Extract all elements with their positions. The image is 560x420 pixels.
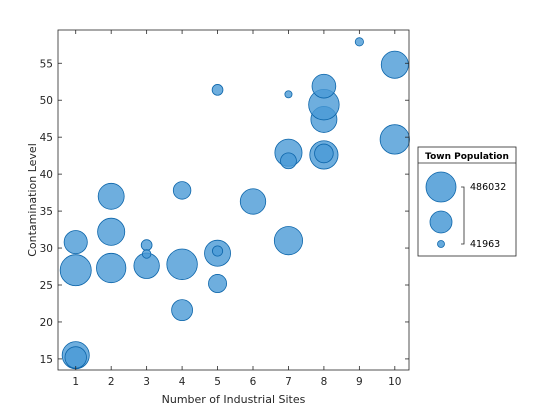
y-tick-label: 50 [40,95,53,107]
x-tick-label: 4 [179,376,186,388]
bubble-point-10 [141,249,152,259]
bubble-point-2 [64,346,87,369]
bubble-point-12 [171,299,193,322]
bubble-point-22 [284,90,293,99]
bubble-point-9 [140,239,153,251]
y-tick-label: 20 [40,317,53,329]
bubble-point-21 [280,152,297,170]
x-tick-label: 8 [321,376,328,388]
bubble-point-18 [239,188,267,215]
y-tick-label: 30 [40,243,53,255]
x-tick-label: 7 [285,376,292,388]
x-tick-label: 9 [356,376,363,388]
bubble-point-11 [166,248,198,280]
bubble-point-16 [208,274,228,293]
legend-max-label: 486032 [470,182,506,193]
x-axis-label: Number of Industrial Sites [162,393,306,406]
legend-bracket [461,186,465,245]
x-tick-label: 6 [250,376,257,388]
x-tick-label: 10 [388,376,401,388]
bubble-point-24 [314,143,334,164]
legend-bubble-small [437,240,445,248]
x-tick-label: 5 [214,376,221,388]
legend-min-label: 41963 [470,239,500,250]
bubble-point-5 [96,252,127,284]
y-tick-label: 40 [40,169,53,181]
legend: Town Population 486032 41963 [417,146,517,257]
legend-box [417,146,517,257]
axes-box [57,29,410,371]
bubble-layer [59,37,410,370]
y-axis-ticks: 15 20 25 30 35 40 45 50 55 [40,58,409,366]
bubble-point-29 [380,50,409,79]
legend-bubble-medium [429,210,453,234]
bubble-point-3 [59,254,92,287]
x-tick-label: 3 [143,376,150,388]
x-tick-label: 2 [108,376,115,388]
bubble-point-28 [354,37,364,47]
bubble-point-7 [97,182,125,210]
x-tick-label: 1 [72,376,79,388]
bubble-point-19 [273,226,303,256]
y-tick-label: 25 [40,280,53,292]
bubble-point-30 [379,124,410,155]
bubble-point-6 [97,217,126,246]
bubble-point-15 [212,245,224,257]
y-tick-label: 35 [40,206,53,218]
bubble-point-27 [311,73,337,99]
y-axis-label: Contamination Level [26,143,39,257]
legend-title: Town Population [425,152,509,162]
y-tick-label: 45 [40,132,53,144]
x-axis-ticks: 1 2 3 4 5 6 7 8 9 10 [72,30,402,388]
y-tick-label: 15 [40,354,53,366]
legend-bubble-large [425,171,457,203]
bubble-point-17 [211,84,224,96]
bubble-point-13 [172,181,192,200]
y-tick-label: 55 [40,58,53,70]
bubble-point-4 [63,230,88,255]
